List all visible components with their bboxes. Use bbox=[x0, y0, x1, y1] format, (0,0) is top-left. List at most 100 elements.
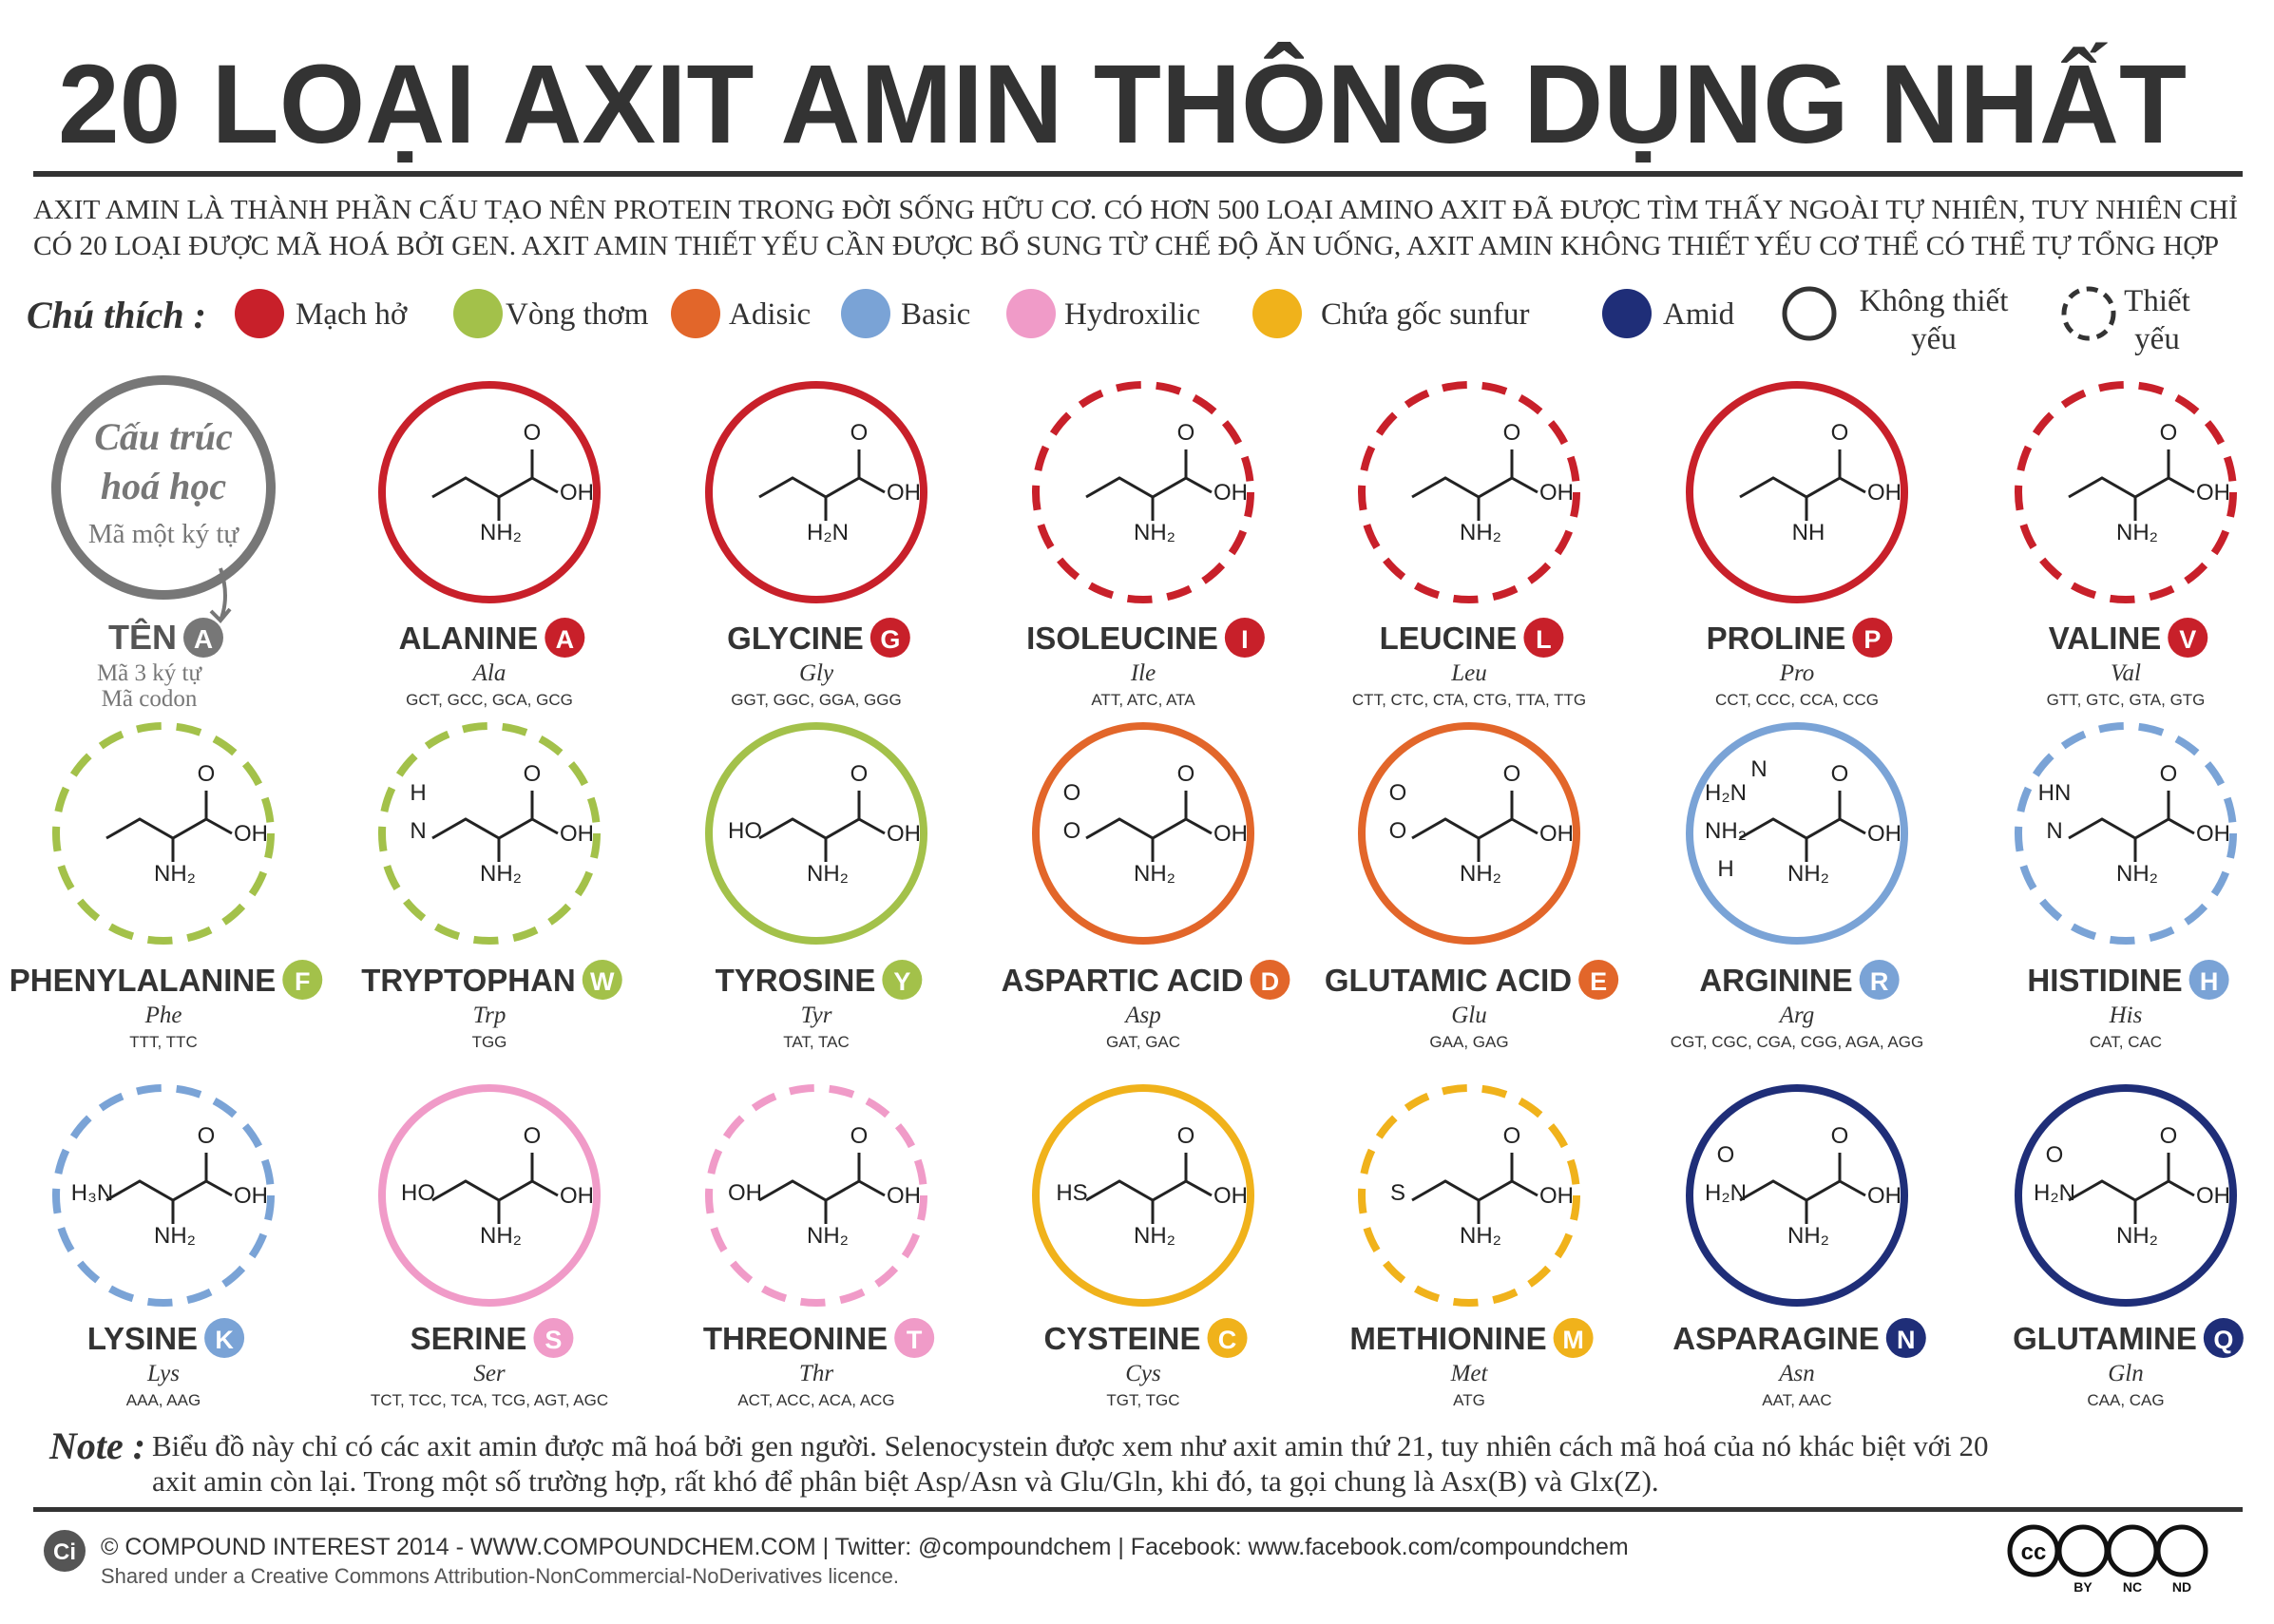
atom-label: NH₂ bbox=[1787, 1223, 1829, 1249]
letter-badge bbox=[1578, 960, 1619, 1000]
acid-ring bbox=[2015, 722, 2237, 945]
atom-label: OH bbox=[1539, 1183, 1574, 1209]
letter: D bbox=[1261, 967, 1280, 996]
acid-ring bbox=[705, 381, 927, 603]
skeleton-bond bbox=[1511, 476, 1538, 494]
acid-name: ISOLEUCINE bbox=[1026, 621, 1218, 656]
atom-label: OH bbox=[887, 821, 921, 847]
acid-name: HISTIDINE bbox=[2027, 963, 2182, 998]
letter-badge bbox=[1250, 960, 1290, 1000]
atom-label: NH₂ bbox=[2116, 520, 2158, 545]
legend-style-label: yếu bbox=[2134, 322, 2180, 356]
acid-name: LEUCINE bbox=[1380, 621, 1518, 656]
atom-label: H₂N bbox=[1705, 1180, 1747, 1206]
atom-label: O bbox=[2160, 1123, 2178, 1149]
atom-label: HO bbox=[728, 818, 762, 844]
acid-code: Lys bbox=[146, 1361, 180, 1386]
atom-label: OH bbox=[887, 480, 921, 506]
acid-codons: TGT, TGC bbox=[1106, 1391, 1179, 1409]
acid-codons: TTT, TTC bbox=[129, 1033, 197, 1051]
acid-codons: GAA, GAG bbox=[1429, 1033, 1508, 1051]
license-badge bbox=[2155, 1524, 2208, 1577]
amino-acid-card: O OH NH₂ H₃N LYSINE Lys AAA, AAG bbox=[52, 1084, 275, 1409]
atom-label: NH₂ bbox=[2116, 861, 2158, 887]
acid-ring bbox=[1358, 722, 1580, 945]
skeleton bbox=[1739, 449, 1842, 499]
acid-ring bbox=[705, 722, 927, 945]
acid-ring bbox=[378, 722, 601, 945]
acid-name: GLYCINE bbox=[727, 621, 864, 656]
skeleton-bond bbox=[858, 817, 886, 835]
skeleton bbox=[1739, 791, 1842, 840]
acid-codons: GAT, GAC bbox=[1106, 1033, 1180, 1051]
atom-label: HO bbox=[401, 1180, 435, 1206]
acid-name: PROLINE bbox=[1707, 621, 1846, 656]
acid-name: TYROSINE bbox=[716, 963, 876, 998]
atom-label: OH bbox=[1539, 821, 1574, 847]
key-structure: hoá học bbox=[101, 465, 226, 507]
amino-acid-card: O OH NH₂ ALANINE Ala GCT, GCC, GCA, GCG bbox=[378, 381, 601, 709]
skeleton-bond bbox=[531, 817, 559, 835]
acid-ring bbox=[378, 381, 601, 603]
atom-label: OH bbox=[1539, 480, 1574, 506]
letter-badge bbox=[894, 1318, 935, 1358]
atom-label: OH bbox=[2196, 821, 2230, 847]
amino-acid-card: O OH NH₂ ISOLEUCINE Ile ATT, ATC, ATA bbox=[1026, 381, 1254, 709]
atom-label: O bbox=[1063, 818, 1081, 844]
intro-line: CÓ 20 LOẠI ĐƯỢC MÃ HOÁ BỞI GEN. AXIT AMI… bbox=[33, 229, 2219, 261]
footer-line: © COMPOUND INTEREST 2014 - WWW.COMPOUNDC… bbox=[101, 1534, 1629, 1560]
letter-badge bbox=[1553, 1318, 1594, 1358]
acid-name: VALINE bbox=[2049, 621, 2162, 656]
atom-label: NH₂ bbox=[1460, 1223, 1501, 1249]
skeleton bbox=[758, 1153, 861, 1202]
skeleton bbox=[431, 449, 534, 499]
letter: Y bbox=[893, 967, 910, 996]
skeleton bbox=[1085, 449, 1188, 499]
license-label: ND bbox=[2172, 1579, 2191, 1595]
atom-label: H bbox=[410, 780, 426, 806]
acid-code: Asn bbox=[1777, 1361, 1815, 1386]
letter: Q bbox=[2213, 1326, 2233, 1354]
atom-label: N bbox=[1750, 756, 1767, 782]
acid-code: Trp bbox=[473, 1003, 506, 1028]
acid-code: Ser bbox=[473, 1361, 506, 1386]
acid-codons: GCT, GCC, GCA, GCG bbox=[406, 691, 573, 709]
amino-acid-card: O OH NH₂ LEUCINE Leu CTT, CTC, CTA, CTG, TTA,… bbox=[1352, 381, 1586, 709]
acid-codons: CCT, CCC, CCA, CCG bbox=[1715, 691, 1879, 709]
key-circle bbox=[51, 375, 276, 600]
license-badge bbox=[2106, 1524, 2159, 1577]
legend-label: Vòng thơm bbox=[506, 297, 649, 332]
skeleton bbox=[105, 791, 208, 840]
atom-label: OH bbox=[560, 1183, 594, 1209]
legend-swatch bbox=[1252, 289, 1302, 338]
skeleton-bond bbox=[1839, 817, 1866, 835]
letter: G bbox=[880, 625, 900, 654]
acid-code: Thr bbox=[799, 1361, 833, 1386]
acid-code: Ile bbox=[1130, 660, 1156, 686]
legend-label: Hydroxilic bbox=[1064, 297, 1200, 332]
atom-label: NH₂ bbox=[1134, 520, 1175, 545]
atom-label: HS bbox=[1056, 1180, 1087, 1206]
acid-ring bbox=[1686, 381, 1908, 603]
acid-code: His bbox=[2109, 1003, 2143, 1028]
atom-label: OH bbox=[2196, 480, 2230, 506]
amino-acid-card: O OH NH₂ N HN HISTIDINE His CAT, CAC bbox=[2015, 722, 2237, 1051]
letter-badge bbox=[1859, 960, 1900, 1000]
atom-label: O bbox=[1063, 780, 1081, 806]
acid-name: ASPARAGINE bbox=[1672, 1321, 1880, 1356]
note-line: Biểu đồ này chỉ có các axit amin được mã… bbox=[152, 1429, 1988, 1462]
skeleton-bond bbox=[1185, 476, 1213, 494]
letter: A bbox=[556, 625, 575, 654]
legend-title: Chú thích : bbox=[27, 294, 206, 336]
key-three: Mã 3 ký tự bbox=[97, 660, 203, 686]
acid-name: SERINE bbox=[411, 1321, 527, 1356]
letter-badge bbox=[882, 960, 923, 1000]
atom-label: OH bbox=[234, 821, 268, 847]
skeleton-bond bbox=[531, 476, 559, 494]
acid-name: ALANINE bbox=[399, 621, 539, 656]
atom-label: NH₂ bbox=[480, 520, 522, 545]
atom-label: NH₂ bbox=[807, 861, 849, 887]
